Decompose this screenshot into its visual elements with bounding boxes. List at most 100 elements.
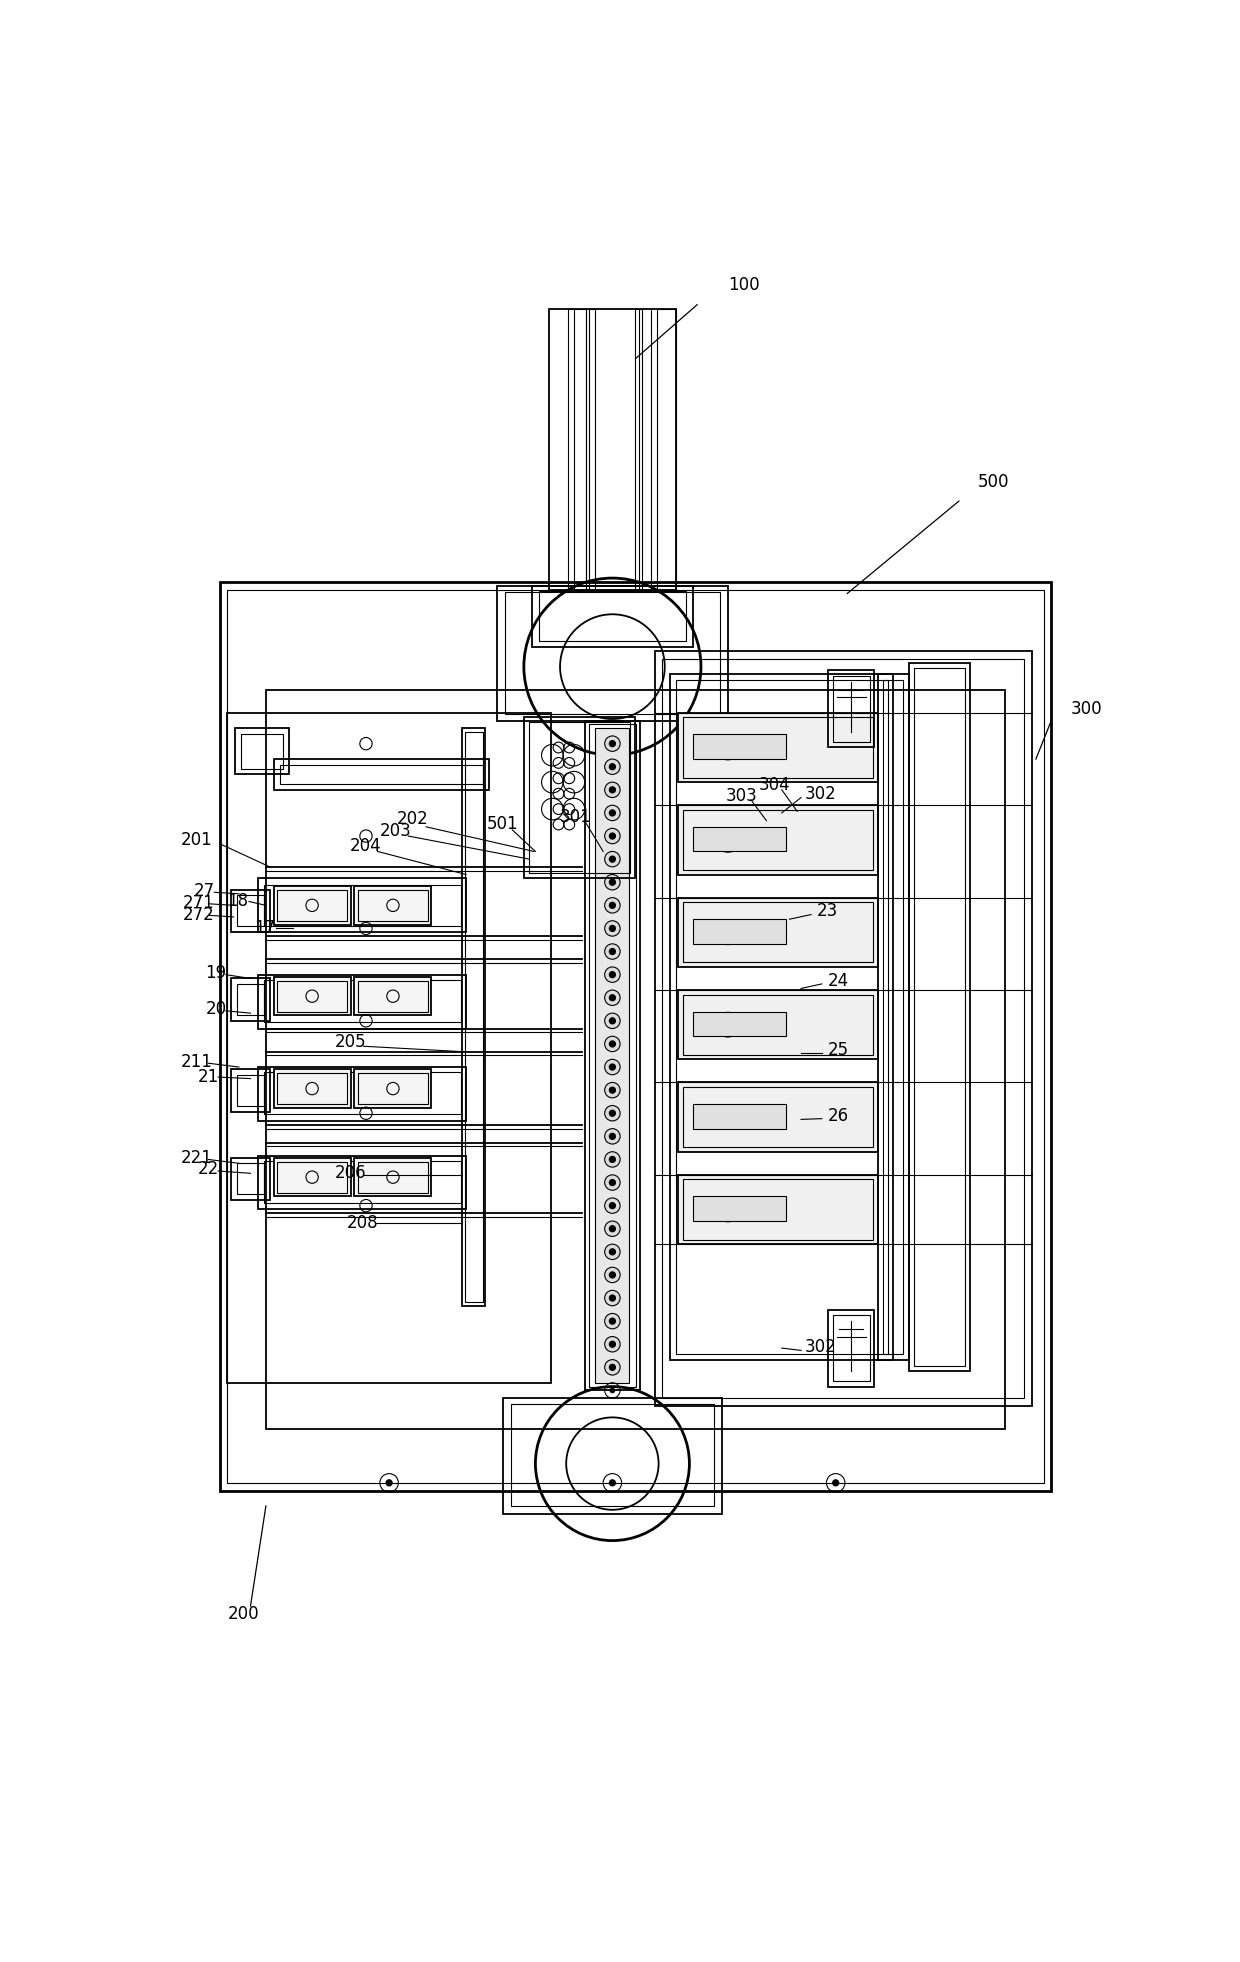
Circle shape (609, 810, 615, 816)
Text: 272: 272 (184, 906, 215, 924)
Bar (662, 659, 1024, 1399)
Circle shape (609, 1179, 615, 1185)
Circle shape (605, 1360, 620, 1375)
Circle shape (610, 1389, 615, 1393)
Bar (274, 887, 351, 924)
Circle shape (609, 834, 615, 840)
Bar (670, 675, 894, 1360)
Bar (828, 671, 874, 748)
Text: 24: 24 (828, 971, 849, 989)
Bar (227, 712, 551, 1383)
Bar (683, 1087, 873, 1148)
Circle shape (609, 971, 615, 977)
Bar (358, 981, 428, 1012)
Circle shape (605, 828, 620, 844)
Text: 18: 18 (227, 893, 248, 910)
Circle shape (609, 1203, 615, 1209)
Text: 27: 27 (193, 883, 215, 901)
Bar (274, 977, 351, 1016)
Circle shape (609, 926, 615, 932)
Circle shape (832, 1479, 838, 1485)
Bar (635, 308, 641, 591)
Circle shape (605, 759, 620, 775)
Text: 17: 17 (254, 920, 275, 938)
Text: 204: 204 (350, 838, 382, 855)
Bar (219, 583, 1052, 1491)
Bar (278, 1073, 347, 1105)
Bar (237, 895, 264, 926)
Bar (693, 1197, 786, 1220)
Bar (231, 891, 270, 932)
Circle shape (609, 763, 615, 769)
Circle shape (609, 995, 615, 1001)
Circle shape (605, 1128, 620, 1144)
Bar (878, 675, 909, 1360)
Text: 300: 300 (1070, 700, 1102, 718)
Circle shape (605, 1336, 620, 1352)
Bar (236, 728, 289, 775)
Circle shape (609, 1226, 615, 1232)
Bar (274, 759, 490, 791)
Circle shape (605, 944, 620, 959)
Circle shape (609, 1042, 615, 1048)
Bar (274, 1069, 351, 1109)
Bar (237, 983, 264, 1014)
Bar (549, 308, 676, 591)
Circle shape (609, 879, 615, 885)
Text: 202: 202 (397, 810, 428, 828)
Bar (463, 728, 485, 1307)
Circle shape (609, 948, 615, 955)
Bar (595, 728, 630, 1383)
Bar (828, 1309, 874, 1387)
Circle shape (609, 1134, 615, 1140)
Text: 200: 200 (227, 1605, 259, 1623)
Bar (511, 1405, 714, 1507)
Bar (589, 724, 635, 1387)
Text: 208: 208 (346, 1214, 378, 1232)
Circle shape (605, 1291, 620, 1307)
Circle shape (386, 1479, 392, 1485)
Bar (358, 1162, 428, 1193)
Bar (883, 679, 904, 1354)
Bar (231, 1069, 270, 1112)
Circle shape (605, 1059, 620, 1075)
Text: 21: 21 (197, 1067, 218, 1087)
Bar (657, 308, 676, 591)
Bar (258, 1067, 466, 1120)
Bar (497, 587, 728, 720)
Circle shape (605, 1036, 620, 1052)
Circle shape (605, 1220, 620, 1236)
Bar (523, 716, 635, 879)
Circle shape (605, 1083, 620, 1099)
Bar (832, 675, 869, 742)
Circle shape (609, 1295, 615, 1301)
Text: 302: 302 (805, 785, 837, 802)
Bar (693, 1012, 786, 1036)
Bar (683, 903, 873, 961)
Bar (355, 887, 432, 924)
Circle shape (605, 1175, 620, 1191)
Text: 303: 303 (725, 787, 758, 804)
Bar (355, 1158, 432, 1197)
Bar (678, 804, 878, 875)
Bar (278, 1162, 347, 1193)
Text: 301: 301 (559, 808, 591, 826)
Bar (693, 1105, 786, 1128)
Circle shape (605, 967, 620, 983)
Bar (683, 995, 873, 1056)
Circle shape (609, 1342, 615, 1348)
Circle shape (609, 1018, 615, 1024)
Bar (280, 765, 484, 783)
Circle shape (605, 783, 620, 797)
Bar (264, 981, 461, 1022)
Circle shape (609, 740, 615, 748)
Bar (678, 991, 878, 1059)
Bar (503, 1399, 722, 1513)
Text: 304: 304 (759, 777, 790, 795)
Bar (242, 734, 283, 769)
Bar (237, 1163, 264, 1195)
Circle shape (605, 920, 620, 936)
Circle shape (609, 1156, 615, 1163)
Text: 201: 201 (181, 830, 212, 850)
Bar (231, 1158, 270, 1201)
